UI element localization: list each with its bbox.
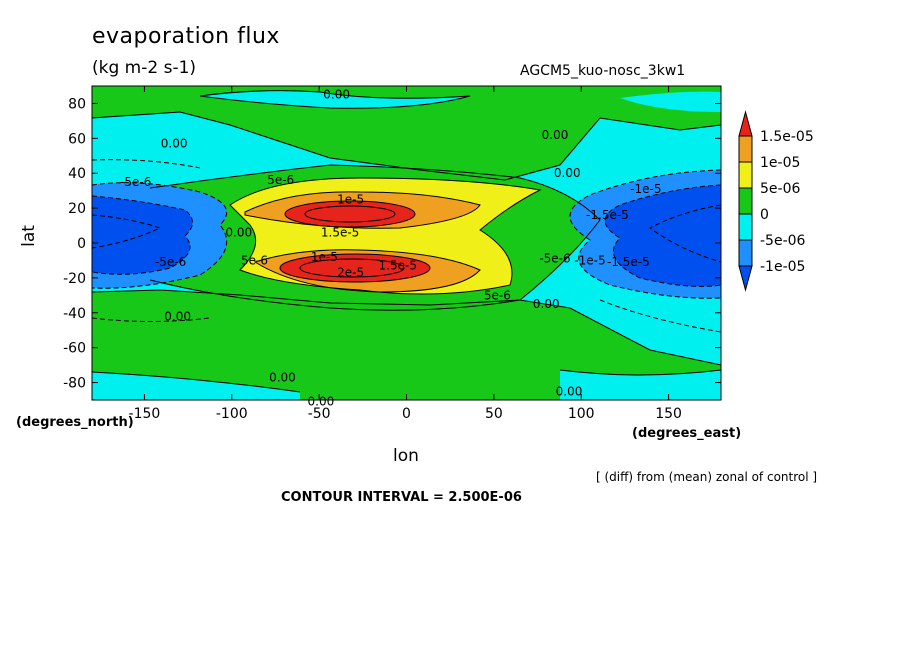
field-band-neg5e-6: [560, 370, 721, 400]
x-tick-label: -100: [216, 406, 248, 422]
contour-label: 0.00: [323, 88, 350, 102]
contour-label: -1e-5: [574, 253, 605, 267]
colorbar-label: 1.5e-05: [760, 129, 814, 145]
contour-line-negative: [569, 169, 721, 299]
y-tick-label: -80: [63, 376, 86, 392]
contour-label: 5e-6: [484, 288, 511, 302]
contour-line: [284, 200, 416, 228]
y-tick-label: 80: [68, 96, 86, 112]
colorbar-swatch: [738, 161, 753, 189]
colorbar-label: -5e-06: [760, 233, 806, 249]
contour-label: 1e-5: [311, 250, 338, 264]
contour-label: 0.00: [164, 309, 191, 323]
y-axis-units: (degrees_north): [16, 415, 134, 430]
field-band-neg5e-6: [200, 90, 470, 109]
contour-line: [92, 111, 721, 181]
footnote: [ (diff) from (mean) zonal of control ]: [596, 470, 818, 484]
field-band-neg5e-6: [92, 372, 300, 400]
field-band-neg1.5e-5: [605, 185, 721, 287]
contour-label: 0.00: [533, 297, 560, 311]
contour-label: -1.5e-5: [607, 255, 650, 269]
run-label: AGCM5_kuo-nosc_3kw1: [520, 63, 686, 79]
contour-label: 0.00: [554, 166, 581, 180]
contour-line-negative: [604, 184, 721, 287]
contour-label: -1e-5: [630, 182, 661, 196]
contour-line: [199, 90, 471, 109]
x-axis-units: (degrees_east): [632, 426, 742, 441]
contour-label: 5e-6: [267, 173, 294, 187]
colorbar-label: 0: [760, 207, 769, 223]
contour-line: [279, 253, 431, 283]
contour-label: 2e-5: [337, 266, 364, 280]
contour-line: [299, 258, 405, 278]
colorbar-swatch: [738, 187, 753, 215]
contour-line: [92, 371, 301, 393]
x-tick-label: -150: [129, 406, 161, 422]
contour-line: [559, 369, 721, 376]
contour-line: [149, 164, 601, 311]
contour-line-negative: [92, 317, 211, 322]
colorbar-label: 5e-06: [760, 181, 800, 197]
contour-line: [253, 249, 481, 293]
colorbar-label: -1e-05: [760, 259, 805, 275]
colorbar-swatch: [738, 135, 753, 163]
y-tick-label: -60: [63, 341, 86, 357]
contour-label: -5e-6: [120, 175, 151, 189]
y-tick-label: -40: [63, 306, 86, 322]
x-tick-label: 50: [485, 406, 503, 422]
contour-line-negative: [92, 195, 193, 275]
x-axis-label: lon: [393, 446, 419, 466]
colorbar-swatch: [738, 239, 753, 267]
y-tick-label: -20: [63, 271, 86, 287]
chart-title: evaporation flux: [92, 24, 280, 49]
x-tick-label: 100: [568, 406, 595, 422]
contour-label: 1.5e-5: [379, 259, 417, 273]
y-tick-label: 60: [68, 131, 86, 147]
contour-label: -5e-6: [155, 255, 186, 269]
contour-label: 0.00: [225, 226, 252, 240]
colorbar-swatch: [738, 110, 753, 137]
colorbar-swatch: [738, 265, 753, 292]
contour-label: 1e-5: [337, 192, 364, 206]
contour-labels: 0.00 0.00 0.00 0.00 -5e-6 5e-6 -1e-5 1e-5 -1.5e-…: [120, 88, 662, 409]
contour-label: 0.00: [308, 395, 335, 409]
field-band-neg5e-6: [620, 91, 721, 112]
contour-field: [92, 86, 721, 400]
contour-label: 0.00: [269, 370, 296, 384]
contour-label: 5e-6: [241, 253, 268, 267]
y-tick-label: 0: [77, 236, 86, 252]
colorbar-label: 1e-05: [760, 155, 800, 171]
y-tick-label: 40: [68, 166, 86, 182]
contour-line-negative: [92, 182, 228, 289]
contour-label: 0.00: [556, 384, 583, 398]
contour-label: -5e-6: [539, 252, 570, 266]
contour-line-negative: [92, 159, 201, 169]
contour-line: [229, 177, 542, 295]
x-tick-label: 150: [655, 406, 682, 422]
chart-subtitle: (kg m-2 s-1): [92, 58, 197, 78]
contour-interval: CONTOUR INTERVAL = 2.500E-06: [281, 490, 522, 505]
contour-label: -1.5e-5: [586, 208, 629, 222]
y-axis: 80 60 40 20 0 -20 -40 -60 -80: [63, 96, 721, 392]
contour-label: 0.00: [161, 137, 188, 151]
contour-line-negative: [649, 204, 721, 263]
contour-line-negative: [599, 299, 721, 333]
x-tick-label: -50: [308, 406, 331, 422]
colorbar: 1.5e-05 1e-05 5e-06 0 -5e-06 -1e-05: [738, 110, 814, 292]
contour-label: 0.00: [542, 128, 569, 142]
contour-line: [92, 289, 721, 366]
contour-line: [304, 205, 396, 223]
colorbar-swatch: [738, 213, 753, 241]
x-tick-label: 0: [402, 406, 411, 422]
contour-label: 1.5e-5: [321, 226, 359, 240]
field-band-pos1.5e-5: [285, 201, 415, 227]
x-axis: -150 -100 -50 0 50 100 150: [129, 86, 682, 422]
y-tick-label: 20: [68, 201, 86, 217]
